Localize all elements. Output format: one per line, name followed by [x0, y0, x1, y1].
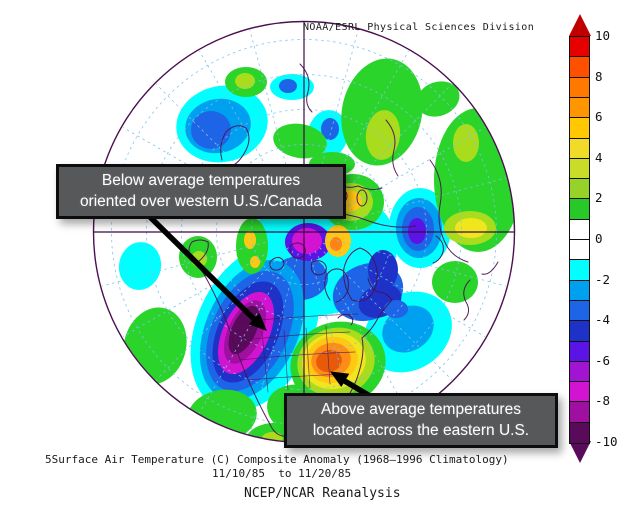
source-label: NOAA/ESRL Physical Sciences Division — [303, 22, 535, 33]
colorbar-cell — [569, 299, 590, 322]
colorbar-cell — [569, 96, 590, 119]
colorbar-cell — [569, 259, 590, 282]
colorbar-tick-label: -10 — [595, 434, 618, 449]
colorbar-cell — [569, 401, 590, 424]
colorbar-cell — [569, 56, 590, 79]
colorbar-tick-label: 2 — [595, 190, 603, 206]
colorbar-cell — [569, 137, 590, 160]
colorbar-cell — [569, 239, 590, 261]
colorbar-cell — [569, 360, 590, 383]
annotation-text-line: Below average temperatures — [101, 172, 301, 189]
arrow-below-average — [146, 213, 256, 321]
colorbar-tick-label: 6 — [595, 109, 603, 125]
colorbar-cell — [569, 157, 590, 180]
colorbar-tick-label: -2 — [595, 271, 611, 287]
colorbar-bottom-arrow-icon — [568, 441, 591, 463]
colorbar-top-arrow-icon — [568, 14, 591, 36]
colorbar-cell — [569, 178, 590, 200]
colorbar-tick-label: 10 — [595, 28, 611, 43]
colorbar-cell — [569, 76, 590, 99]
colorbar-tick-label: 4 — [595, 149, 603, 165]
colorbar-tick-label: 8 — [595, 68, 603, 84]
colorbar-tick-label: -8 — [595, 393, 611, 409]
colorbar-tick-label: -6 — [595, 352, 611, 368]
colorbar-cell — [569, 36, 590, 58]
anomaly-colorbar: 10 8 6 4 2 0 -2 -4 -6 -8 -10 — [568, 14, 625, 463]
colorbar-cell — [569, 340, 590, 363]
colorbar-cell — [569, 381, 590, 403]
annotation-text-line: Above average temperatures — [321, 401, 521, 418]
colorbar-cell — [569, 421, 590, 444]
annotation-text-line: located across the eastern U.S. — [312, 422, 530, 440]
colorbar-cell — [569, 320, 590, 343]
annotation-text-line: oriented over western U.S./Canada — [79, 193, 323, 211]
annotation-above-average: Above average temperatures located acros… — [284, 393, 558, 448]
annotation-below-average: Below average temperatures oriented over… — [56, 164, 346, 219]
colorbar-cell — [569, 117, 590, 140]
colorbar-cell — [569, 218, 590, 241]
colorbar-tick-label: -4 — [595, 312, 611, 328]
caption-title: 5Surface Air Temperature (C) Composite A… — [45, 453, 509, 466]
colorbar-cell — [569, 198, 590, 221]
colorbar-tick-label: 0 — [595, 231, 603, 246]
caption-date-range: 11/10/85 to 11/20/85 — [212, 467, 352, 480]
colorbar-cell — [569, 279, 590, 302]
caption-dataset: NCEP/NCAR Reanalysis — [244, 486, 401, 501]
